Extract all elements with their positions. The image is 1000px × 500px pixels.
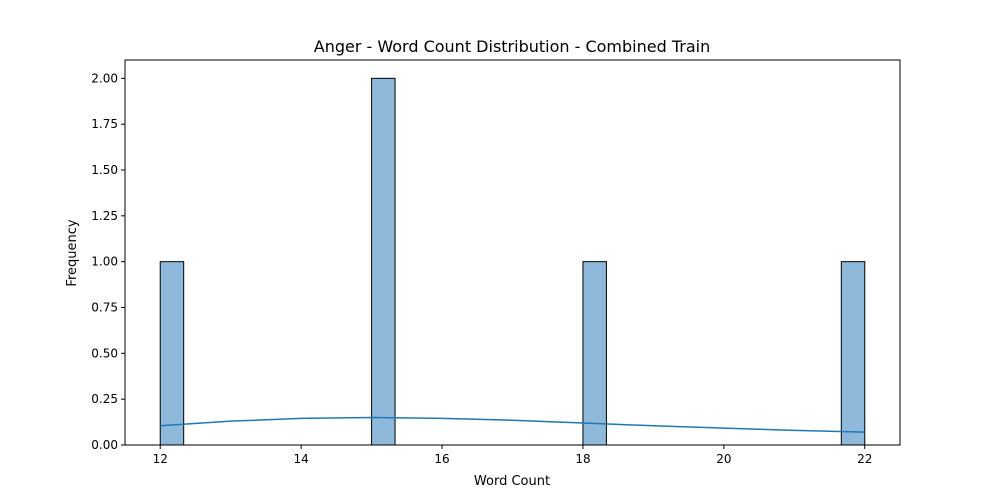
x-tick-label: 20 [716,452,731,466]
x-tick-label: 18 [575,452,590,466]
y-axis-label: Frequency [65,219,80,286]
x-tick-label: 16 [434,452,449,466]
bar-group [159,77,866,446]
y-tick-label: 1.75 [91,117,118,131]
histogram-bar [159,261,185,446]
histogram-bar [840,261,866,446]
chart-title: Anger - Word Count Distribution - Combin… [314,37,710,56]
y-tick-label: 1.00 [91,255,118,269]
y-axis-ticks: 0.00 0.25 0.50 0.75 1.00 1.25 1.50 1.75 2.00 [91,71,125,452]
x-tick-label: 14 [293,452,308,466]
y-tick-label: 0.25 [91,392,118,406]
y-tick-label: 2.00 [91,71,118,85]
y-tick-label: 1.25 [91,209,118,223]
x-tick-label: 22 [857,452,872,466]
x-axis-ticks: 12 14 16 18 20 22 [153,445,872,466]
histogram-bar [371,77,396,446]
x-axis-label: Word Count [474,474,550,489]
y-tick-label: 0.00 [91,438,118,452]
y-tick-label: 0.50 [91,346,118,360]
y-tick-label: 1.50 [91,163,118,177]
y-tick-label: 0.75 [91,301,118,315]
plot-frame [124,59,901,446]
x-tick-label: 12 [153,452,168,466]
kde-line [160,416,865,433]
histogram-bar [582,261,607,446]
kde-group [160,416,865,433]
